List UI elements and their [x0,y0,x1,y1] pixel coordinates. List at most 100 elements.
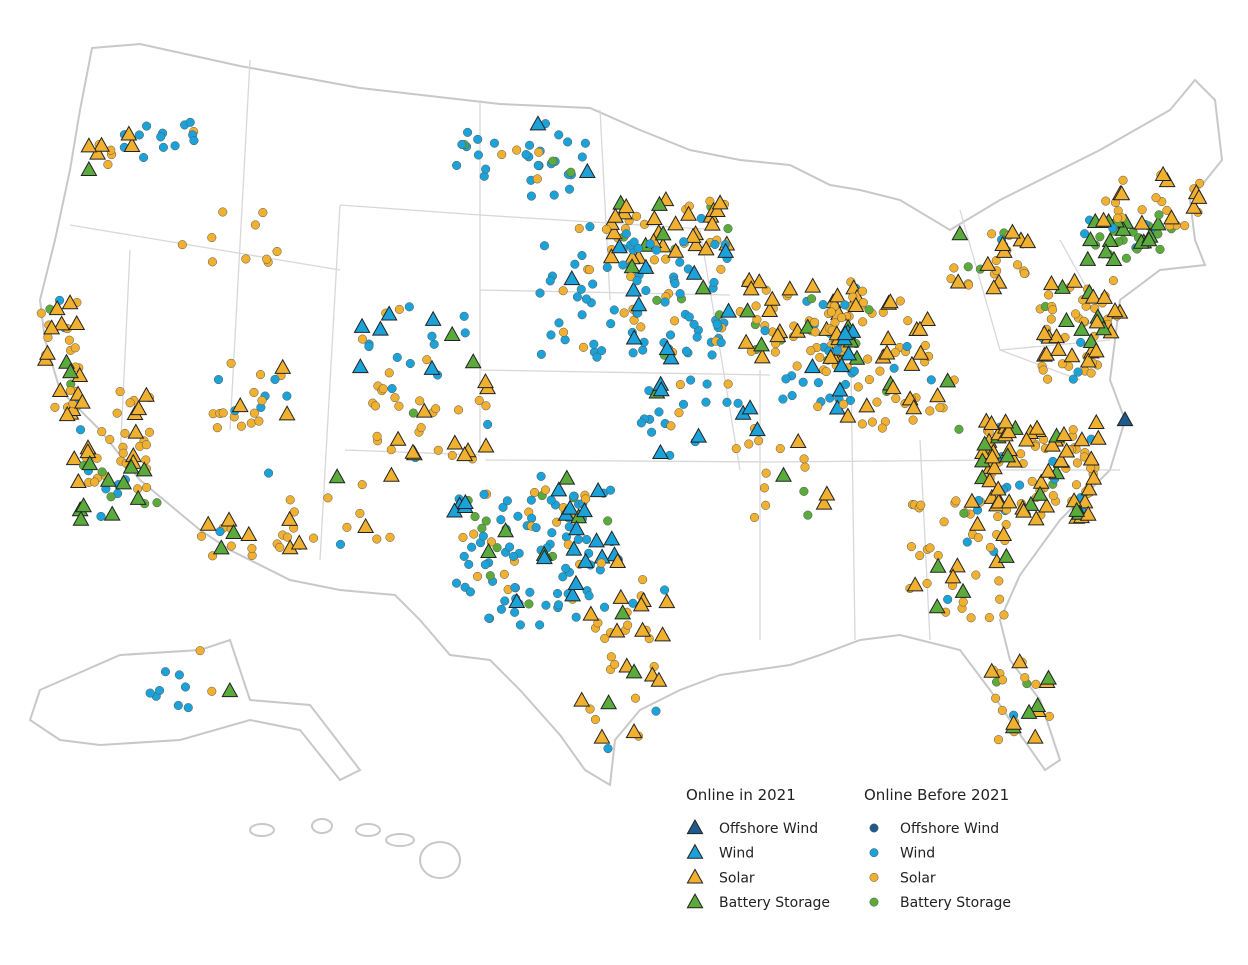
dot-marker [548,156,558,166]
dot-marker [592,352,602,362]
dot-marker [632,276,642,286]
dot-marker [1070,309,1081,319]
dot-marker [545,276,555,286]
dot-marker [481,516,491,526]
dot-marker [120,428,130,438]
triangle-marker [1026,728,1044,744]
dot-marker [1121,253,1132,263]
triangle-marker [497,522,515,538]
triangle-marker [979,255,997,271]
dot-marker [195,646,205,656]
dot-marker [994,576,1004,586]
triangle-marker [949,273,967,289]
dot-marker [628,348,638,358]
dot-marker [939,517,949,527]
triangle-marker [711,194,729,210]
triangle-marker [123,136,141,152]
dot-marker [1027,476,1037,486]
dot-marker [585,704,595,714]
dot-marker [906,542,916,552]
dot-marker [810,317,820,327]
dot-marker [479,489,489,499]
triangle-marker [1063,347,1081,363]
legend-item: Solar [719,870,755,886]
dot-marker [1155,244,1165,254]
dot-marker [618,260,628,270]
dot-marker [1154,210,1164,220]
dot-marker [467,542,477,552]
dot-marker [96,511,106,521]
triangle-marker [985,459,1003,475]
dot-marker [641,285,651,296]
dot-marker [1076,337,1086,347]
dot-marker [863,354,873,364]
triangle-marker [73,393,91,409]
triangle-marker [380,305,398,321]
dot-marker [105,434,115,445]
triangle-marker [1154,165,1172,181]
dot-marker [837,313,847,323]
triangle-marker [563,270,581,286]
dot-marker [535,620,545,630]
dot-marker [416,423,426,433]
dot-marker [651,245,661,255]
dot-marker [733,398,743,408]
triangle-marker [954,582,972,598]
dot-marker [526,495,536,505]
dot-marker [645,239,655,249]
dot-marker [508,551,519,561]
triangle-marker [565,540,583,556]
dot-marker [552,588,563,599]
triangle-marker [769,326,787,343]
triangle-marker [1018,431,1035,447]
triangle-marker [983,448,1001,464]
triangle-marker [80,160,98,176]
dot-marker [570,259,580,269]
triangle-marker [1079,352,1097,368]
dot-marker [821,367,831,377]
triangle-marker [667,215,685,231]
triangle-marker [881,293,899,309]
triangle-marker [357,517,375,533]
dot-marker [826,307,836,317]
dot-marker [633,243,643,253]
dot-marker [185,117,195,127]
dot-marker [212,423,222,433]
alaska [28,638,362,782]
dot-marker [207,257,217,267]
triangle-marker [994,235,1012,251]
dot-marker [70,343,80,353]
triangle-marker [199,515,217,531]
triangle-marker [963,492,981,508]
dot-marker [485,571,495,581]
triangle-marker [1042,275,1060,291]
triangle-marker [708,201,726,218]
triangle-marker [654,626,672,642]
dot-marker [869,848,879,858]
dot-marker [536,349,546,359]
dot-marker [1095,232,1105,242]
triangle-marker [836,324,854,341]
dot-marker [572,292,582,302]
triangle-marker [815,494,833,510]
dot-marker [512,145,522,155]
dot-marker [549,190,559,200]
dot-marker [481,164,491,174]
dot-marker [282,391,292,401]
triangle-marker [1049,340,1067,356]
dot-marker [264,468,274,478]
triangle-marker [687,235,705,252]
dot-marker [394,401,404,411]
dot-marker [632,211,642,221]
dot-marker [619,308,629,318]
triangle-marker [39,344,56,360]
triangle-marker [625,329,643,345]
dot-marker [496,515,506,525]
dot-marker [935,402,945,413]
triangle-marker [1022,495,1040,511]
triangle-marker [1105,250,1123,266]
triangle-marker [753,336,770,352]
dot-marker [649,255,659,265]
triangle-marker [775,466,792,482]
dot-marker [422,355,432,365]
